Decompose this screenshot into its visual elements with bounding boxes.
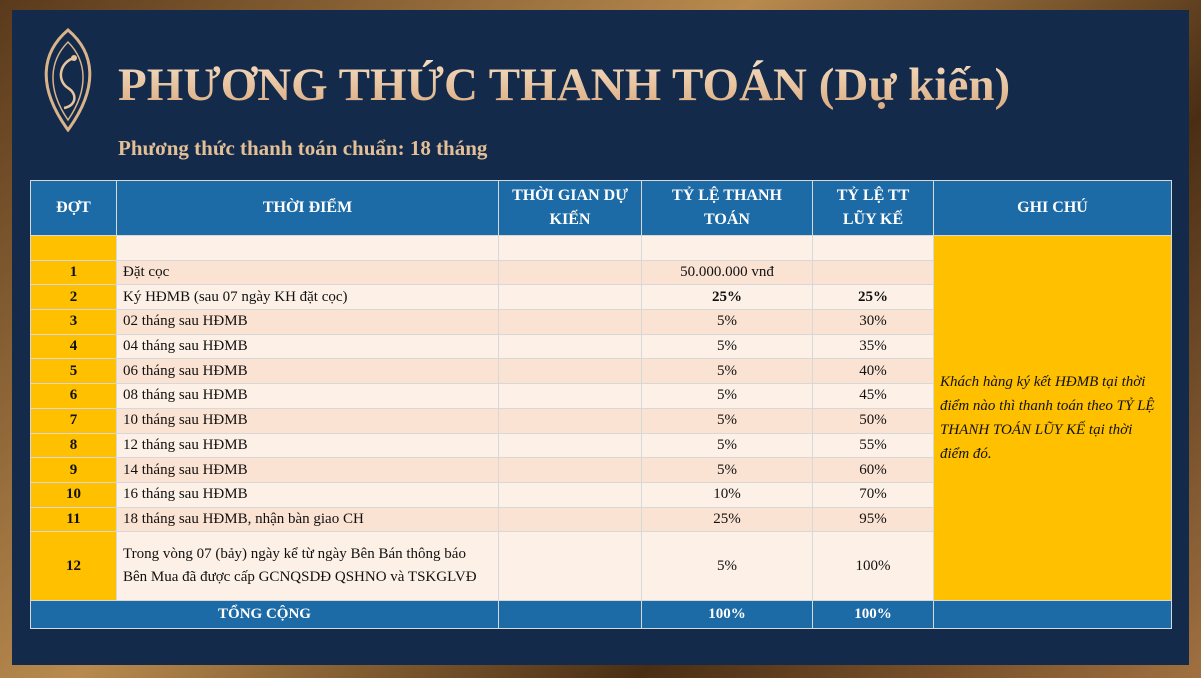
cell: Đặt cọc	[116, 259, 499, 286]
blank-row: Khách hàng ký kết HĐMB tại thời điểm nào…	[30, 234, 1172, 602]
cell: 12	[30, 531, 117, 602]
cell: 10 tháng sau HĐMB	[116, 407, 499, 434]
cell: 3	[30, 309, 117, 335]
cell: 8	[30, 432, 117, 459]
cell: 60%	[812, 457, 934, 483]
header-cell: THỜI GIAN DỰ KIẾN	[498, 180, 642, 236]
header-cell: ĐỢT	[30, 180, 117, 236]
cell: 5%	[641, 531, 813, 602]
cell: 14 tháng sau HĐMB	[116, 457, 499, 483]
cell	[498, 333, 642, 360]
cell: 5%	[641, 333, 813, 360]
subtitle: Phương thức thanh toán chuẩn: 18 tháng	[118, 136, 488, 160]
cell	[812, 235, 934, 261]
cell	[116, 235, 499, 261]
cell: 12 tháng sau HĐMB	[116, 432, 499, 459]
total-rate: 100%	[641, 600, 813, 630]
cell: 18 tháng sau HĐMB, nhận bàn giao CH	[116, 506, 499, 533]
cell: 5%	[641, 309, 813, 335]
header-cell: TỶ LỆ TT LŨY KẾ	[812, 180, 934, 236]
cell: 11	[30, 506, 117, 533]
cell: 08 tháng sau HĐMB	[116, 383, 499, 409]
cell: 25%	[641, 506, 813, 533]
cell: 70%	[812, 481, 934, 508]
cell: 5%	[641, 358, 813, 385]
title: PHƯƠNG THỨC THANH TOÁN (Dự kiến)	[118, 59, 1011, 111]
row: 3 02 tháng sau HĐMB 5% 30%	[30, 309, 1172, 335]
row: 5 06 tháng sau HĐMB 5% 40%	[30, 358, 1172, 385]
row: 12 Trong vòng 07 (bảy) ngày kể từ ngày Bê…	[30, 531, 1172, 602]
cell	[498, 407, 642, 434]
header-cell: THỜI ĐIỂM	[116, 180, 499, 236]
cell: 25%	[812, 284, 934, 311]
total-label: TỔNG CỘNG	[30, 600, 499, 630]
cell: 9	[30, 457, 117, 483]
header-row: ĐỢT THỜI ĐIỂM THỜI GIAN DỰ KIẾN TỶ LỆ THANH…	[30, 180, 1172, 236]
cell: 16 tháng sau HĐMB	[116, 481, 499, 508]
cell: 55%	[812, 432, 934, 459]
row: 10 16 tháng sau HĐMB 10% 70%	[30, 481, 1172, 508]
cell: 35%	[812, 333, 934, 360]
header-cell: TỶ LỆ THANH TOÁN	[641, 180, 813, 236]
row: 4 04 tháng sau HĐMB 5% 35%	[30, 333, 1172, 360]
cell: 5%	[641, 407, 813, 434]
cell: 1	[30, 259, 117, 286]
header-cell: GHI CHÚ	[933, 180, 1172, 236]
cell	[498, 481, 642, 508]
cell	[498, 284, 642, 311]
cell: 04 tháng sau HĐMB	[116, 333, 499, 360]
cell	[498, 531, 642, 602]
row: 8 12 tháng sau HĐMB 5% 55%	[30, 432, 1172, 459]
cell	[498, 235, 642, 261]
logo	[44, 28, 92, 132]
cell: 5%	[641, 383, 813, 409]
cell: 5	[30, 358, 117, 385]
cell: 4	[30, 333, 117, 360]
cell: 02 tháng sau HĐMB	[116, 309, 499, 335]
cell: 7	[30, 407, 117, 434]
cell: Trong vòng 07 (bảy) ngày kể từ ngày Bên …	[116, 531, 499, 602]
cell	[641, 235, 813, 261]
cell	[498, 432, 642, 459]
row: 11 18 tháng sau HĐMB, nhận bàn giao CH 25%…	[30, 506, 1172, 533]
note: Khách hàng ký kết HĐMB tại thời điểm nào…	[933, 234, 1172, 602]
cell: 50.000.000 vnđ	[641, 259, 813, 286]
cell: 100%	[812, 531, 934, 602]
payment-table: ĐỢT THỜI ĐIỂM THỜI GIAN DỰ KIẾN TỶ LỆ THANH…	[30, 180, 1172, 630]
cell: 40%	[812, 358, 934, 385]
cell: 10%	[641, 481, 813, 508]
cell: 2	[30, 284, 117, 311]
cell	[498, 506, 642, 533]
cell	[933, 600, 1172, 630]
cell	[812, 259, 934, 286]
cell: 5%	[641, 457, 813, 483]
cell: 5%	[641, 432, 813, 459]
cell	[498, 383, 642, 409]
cell	[498, 259, 642, 286]
cell: 6	[30, 383, 117, 409]
cell: 45%	[812, 383, 934, 409]
cell	[498, 358, 642, 385]
cell: 25%	[641, 284, 813, 311]
cell	[498, 600, 642, 630]
cell: Ký HĐMB (sau 07 ngày KH đặt cọc)	[116, 284, 499, 311]
cell: 30%	[812, 309, 934, 335]
row: 1 Đặt cọc 50.000.000 vnđ	[30, 259, 1172, 286]
cell: 95%	[812, 506, 934, 533]
cell	[30, 235, 117, 261]
total-row: TỔNG CỘNG 100% 100%	[30, 600, 1172, 630]
row: 6 08 tháng sau HĐMB 5% 45%	[30, 383, 1172, 409]
row: 7 10 tháng sau HĐMB 5% 50%	[30, 407, 1172, 434]
cell	[498, 309, 642, 335]
cell: 10	[30, 481, 117, 508]
cell	[498, 457, 642, 483]
row: 9 14 tháng sau HĐMB 5% 60%	[30, 457, 1172, 483]
total-cumulative: 100%	[812, 600, 934, 630]
cell: 06 tháng sau HĐMB	[116, 358, 499, 385]
row: 2 Ký HĐMB (sau 07 ngày KH đặt cọc) 25% 25%	[30, 284, 1172, 311]
cell: 50%	[812, 407, 934, 434]
